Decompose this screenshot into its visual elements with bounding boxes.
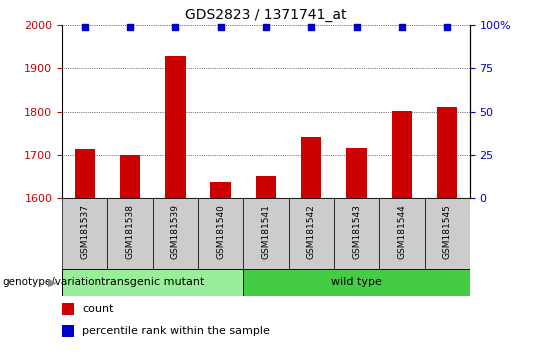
Bar (62, 198, 107, 269)
Bar (198, 198, 244, 269)
Bar (165, 56, 186, 198)
Text: genotype/variation: genotype/variation (3, 277, 102, 287)
Text: GSM181545: GSM181545 (443, 204, 451, 259)
Text: GSM181541: GSM181541 (261, 204, 271, 259)
Text: GSM181540: GSM181540 (216, 204, 225, 259)
Text: GSM181538: GSM181538 (126, 204, 134, 259)
Point (352, 24, 361, 29)
Text: wild type: wild type (331, 277, 382, 287)
Bar (301, 137, 321, 198)
Bar (244, 198, 288, 269)
Point (397, 24, 406, 29)
Bar (346, 148, 367, 198)
Bar (120, 155, 140, 198)
Point (171, 24, 180, 29)
Text: ▶: ▶ (48, 277, 57, 287)
Bar (256, 176, 276, 198)
Bar (424, 198, 470, 269)
Bar (211, 182, 231, 198)
Bar (62, 325, 73, 337)
Point (443, 24, 451, 29)
Text: percentile rank within the sample: percentile rank within the sample (82, 326, 270, 336)
Bar (288, 198, 334, 269)
Text: transgenic mutant: transgenic mutant (101, 277, 204, 287)
Point (261, 24, 270, 29)
Bar (392, 111, 412, 198)
Bar (437, 107, 457, 198)
Bar (62, 269, 244, 296)
Text: GSM181537: GSM181537 (80, 204, 89, 259)
Bar (334, 198, 379, 269)
Bar (244, 269, 470, 296)
Point (217, 24, 225, 29)
Title: GDS2823 / 1371741_at: GDS2823 / 1371741_at (185, 8, 347, 22)
Bar (62, 303, 73, 315)
Bar (153, 198, 198, 269)
Point (307, 24, 315, 29)
Text: GSM181543: GSM181543 (352, 204, 361, 259)
Text: GSM181544: GSM181544 (397, 204, 406, 259)
Text: GSM181539: GSM181539 (171, 204, 180, 259)
Bar (75, 149, 95, 198)
Text: count: count (82, 304, 113, 314)
Point (126, 24, 134, 29)
Bar (107, 198, 153, 269)
Point (80, 24, 89, 29)
Text: GSM181542: GSM181542 (307, 204, 316, 259)
Bar (379, 198, 424, 269)
